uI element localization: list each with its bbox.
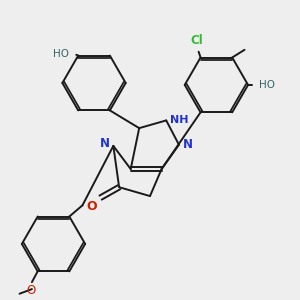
Text: O: O [86,200,97,213]
Text: N: N [183,138,193,151]
Text: HO: HO [259,80,275,90]
Text: NH: NH [170,116,189,125]
Text: O: O [26,284,36,297]
Text: Cl: Cl [190,34,203,47]
Text: N: N [100,137,110,150]
Text: HO: HO [52,49,69,58]
